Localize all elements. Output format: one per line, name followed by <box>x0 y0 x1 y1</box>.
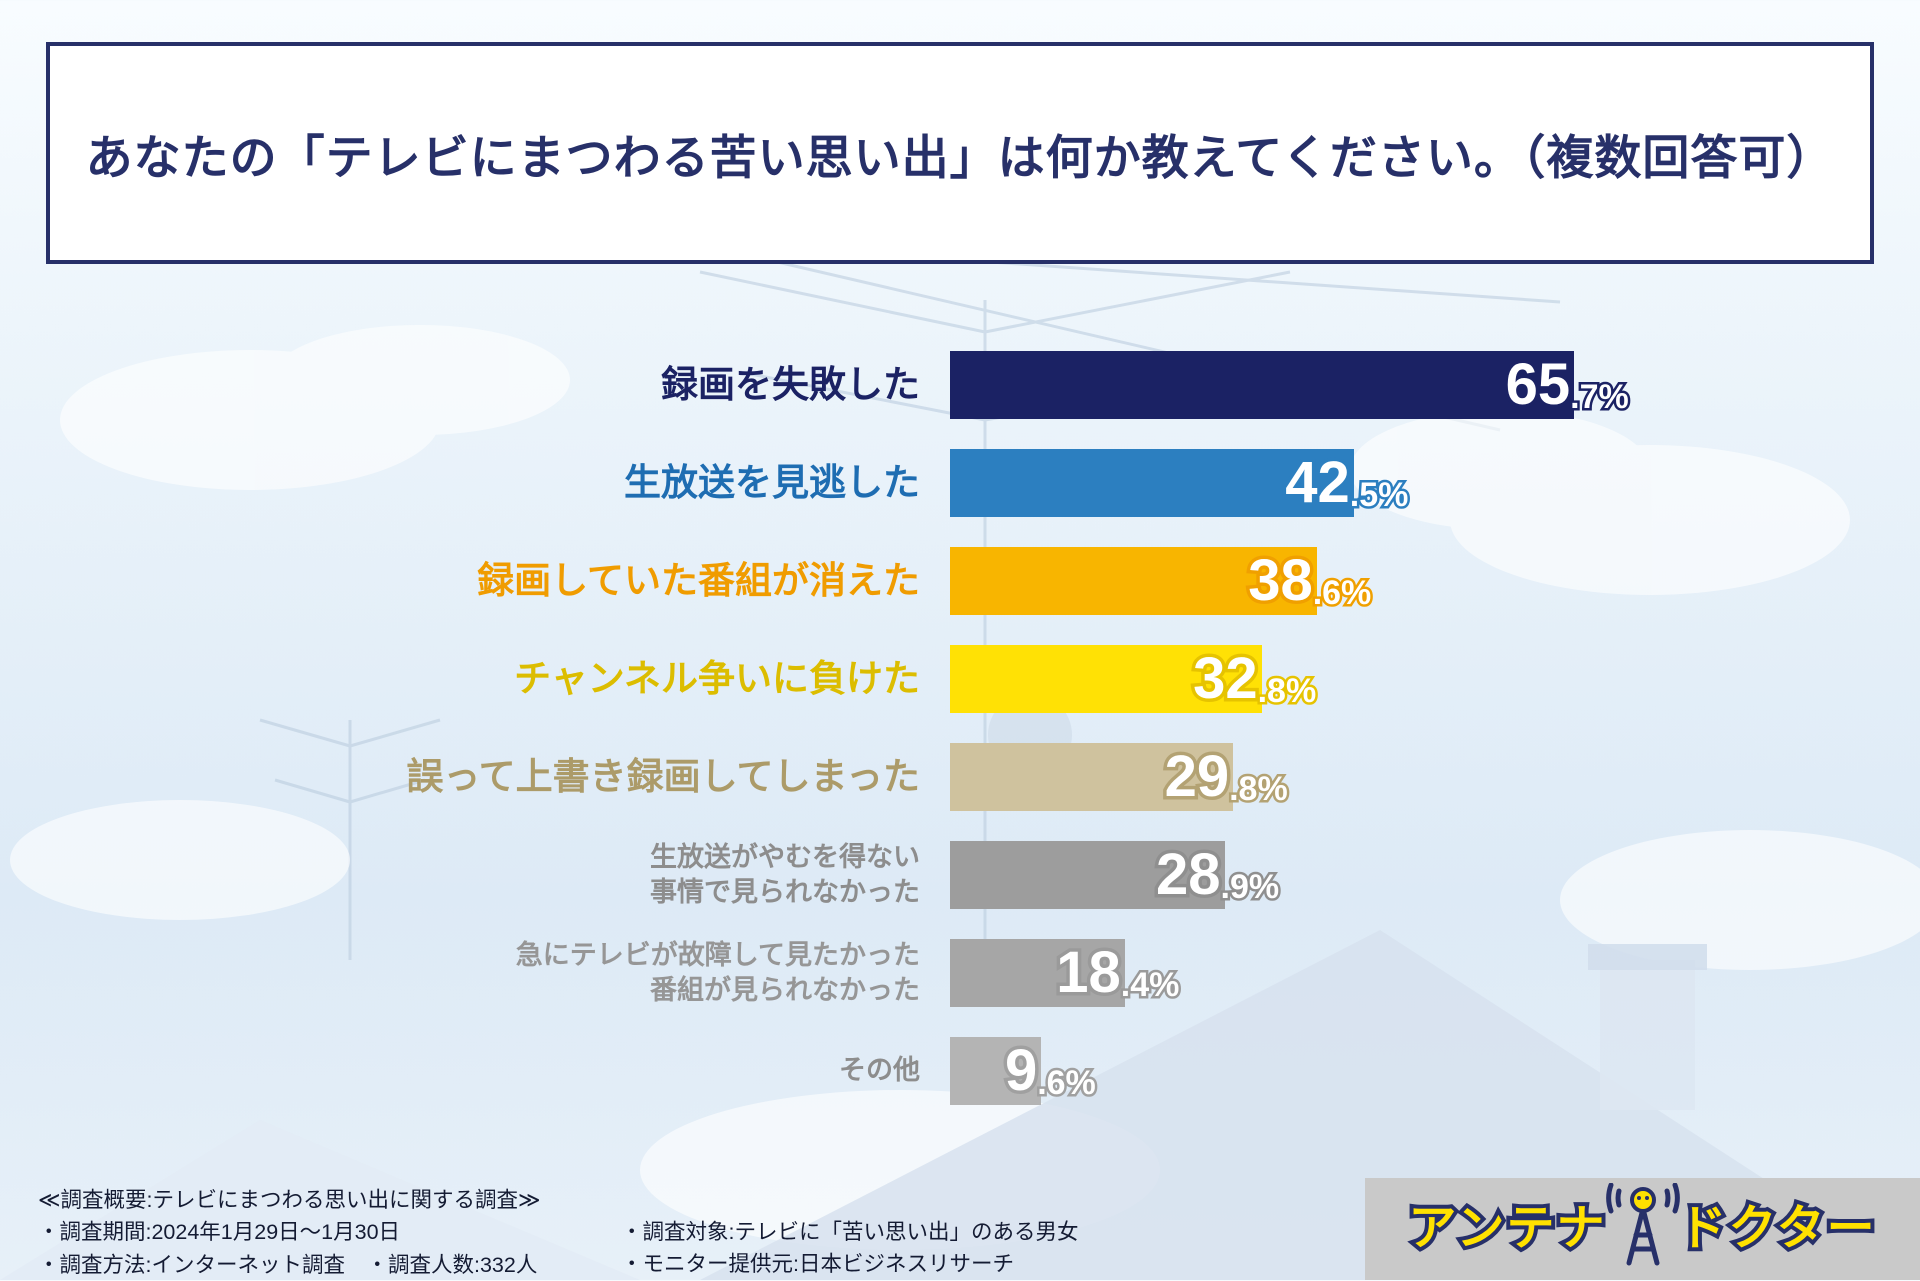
chart-rows: 録画を失敗した 65 65.7% .7% 生放送を見逃した 42 42.5% .5% 録画してい… <box>0 336 1900 1120</box>
bar <box>950 841 1225 909</box>
chart-row: チャンネル争いに負けた 32 32.8% .8% <box>0 630 1900 728</box>
chart-row: 録画を失敗した 65 65.7% .7% <box>0 336 1900 434</box>
bar <box>950 743 1234 811</box>
bar <box>950 449 1354 517</box>
bar-value-integer: 38 38 <box>1245 548 1316 613</box>
bar-value-integer: 42 42 <box>1282 450 1353 515</box>
survey-target: ・調査対象:テレビに「苦い思い出」のある男女 <box>621 1220 1079 1244</box>
bar <box>950 1037 1042 1105</box>
bar-value-integer: 29 29 <box>1161 744 1232 809</box>
title-box: あなたの「テレビにまつわる苦い思い出」は何か教えてください。（複数回答可） <box>46 42 1874 264</box>
bar-category-label: 急にテレビが故障して見たかった 番組が見られなかった <box>515 939 920 1005</box>
chart-row: 急にテレビが故障して見たかった 番組が見られなかった 18 18.4% .4% <box>0 924 1900 1022</box>
chart-row: 生放送がやむを得ない 事情で見られなかった 28 28.9% .9% <box>0 826 1900 924</box>
survey-overview-col2: ・調査対象:テレビに「苦い思い出」のある男女 ・モニター提供元:日本ビジネスリサ… <box>621 1216 1078 1281</box>
antenna-icon <box>1605 1183 1680 1266</box>
bar-area: 28 28.9% .9% <box>950 826 1900 924</box>
bar-category-label: 生放送がやむを得ない 事情で見られなかった <box>650 841 920 907</box>
bar-value-decimal: .6% .6% <box>1310 574 1374 613</box>
bar-value-decimal: .9% .9% <box>1218 868 1282 907</box>
bar-value-integer: 18 18 <box>1053 940 1124 1005</box>
bar <box>950 939 1125 1007</box>
bar-value-integer: 28 28 <box>1153 842 1224 907</box>
chart-row: 録画していた番組が消えた 38 38.6% .6% <box>0 532 1900 630</box>
bar-value-decimal: .7% .7% <box>1568 378 1632 417</box>
survey-period: ・調査期間:2024年1月29日～1月30日 <box>38 1220 401 1245</box>
bar-category-label: チャンネル争いに負けた <box>514 657 920 699</box>
bar-area: 9 9.6% .6% <box>950 1022 1900 1120</box>
survey-overview-title: ≪調査概要:テレビにまつわる思い出に関する調査≫ <box>38 1188 541 1212</box>
bar-area: 29 29.8% .8% <box>950 728 1900 826</box>
bar-value-decimal: .4% .4% <box>1118 966 1182 1005</box>
bar-area: 65 65.7% .7% <box>950 336 1900 434</box>
survey-overview: ≪調査概要:テレビにまつわる思い出に関する調査≫ ・調査期間:2024年1月29… <box>38 1184 541 1281</box>
bar-value-decimal: .5% .5% <box>1347 476 1411 515</box>
logo-text-left: アンテナ アンテナ <box>1404 1201 1608 1257</box>
bar-value-decimal: .8% .8% <box>1227 770 1291 809</box>
bar-value-decimal: .8% .8% <box>1255 672 1319 711</box>
page-title: あなたの「テレビにまつわる苦い思い出」は何か教えてください。（複数回答可） <box>85 130 1835 184</box>
chart-row: その他 9 9.6% .6% <box>0 1022 1900 1120</box>
bar <box>950 547 1317 615</box>
bar-value-integer: 32 32 <box>1190 646 1261 711</box>
brand-logo: アンテナ アンテナ ドクター ドクター <box>1365 1178 1920 1280</box>
bar-category-label: 生放送を見逃した <box>624 461 920 503</box>
bar-category-label: 誤って上書き録画してしまった <box>406 755 920 797</box>
bar-category-label: その他 <box>839 1055 920 1086</box>
survey-monitor: ・モニター提供元:日本ビジネスリサーチ <box>621 1252 1014 1277</box>
bar <box>950 351 1575 419</box>
chart-row: 生放送を見逃した 42 42.5% .5% <box>0 434 1900 532</box>
bar-category-label: 録画を失敗した <box>661 363 920 405</box>
bar-value-integer: 65 65 <box>1502 352 1573 417</box>
bar-area: 38 38.6% .6% <box>950 532 1900 630</box>
bar-area: 18 18.4% .4% <box>950 924 1900 1022</box>
bar-area: 32 32.8% .8% <box>950 630 1900 728</box>
chart-row: 誤って上書き録画してしまった 29 29.8% .8% <box>0 728 1900 826</box>
logo-text-right: ドクター ドクター <box>1674 1201 1878 1257</box>
survey-method: ・調査方法:インターネット調査 ・調査人数:332人 <box>38 1252 538 1277</box>
bar-value-decimal: .6% .6% <box>1035 1064 1099 1103</box>
bar <box>950 645 1262 713</box>
bar-category-label: 録画していた番組が消えた <box>477 559 920 601</box>
bar-area: 42 42.5% .5% <box>950 434 1900 532</box>
